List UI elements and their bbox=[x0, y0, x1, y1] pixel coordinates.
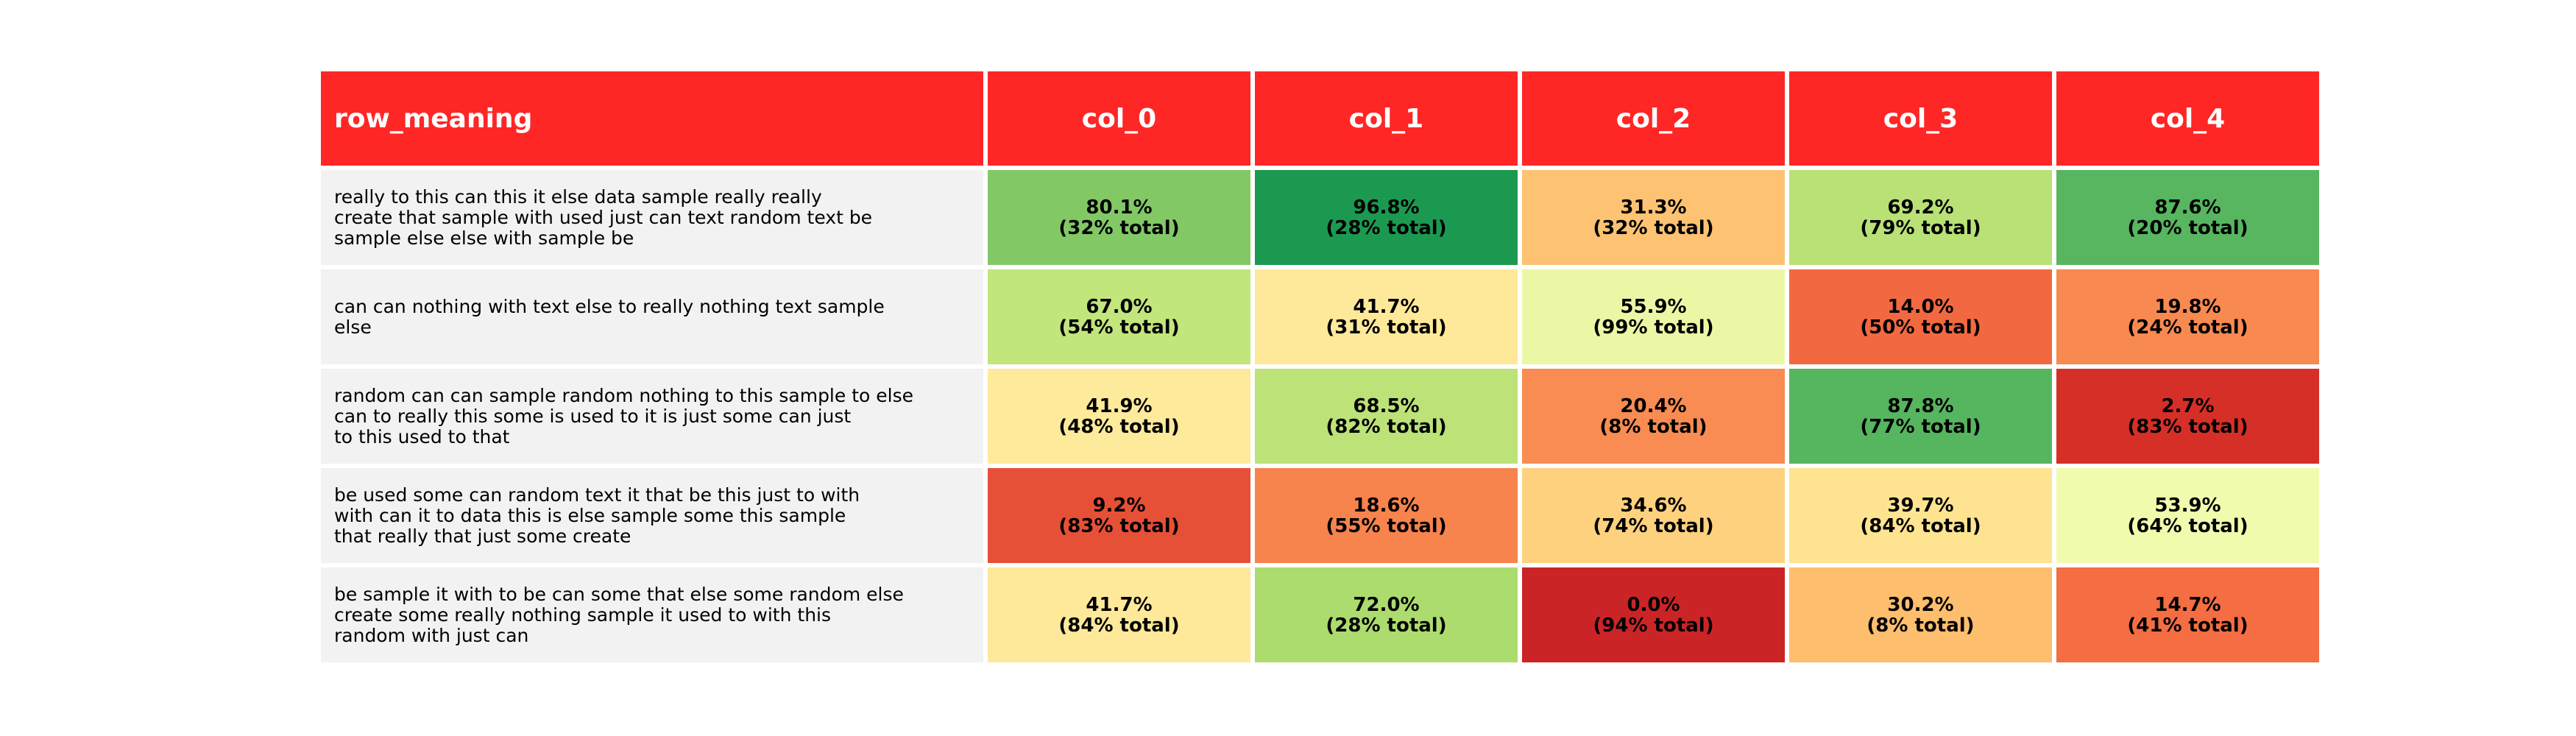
row-label: really to this can this it else data sam… bbox=[321, 170, 983, 265]
heatmap-cell: 30.2% (8% total) bbox=[1789, 567, 2052, 662]
cell-total: (20% total) bbox=[2127, 216, 2248, 239]
cell-percent: 41.9% bbox=[1086, 394, 1153, 417]
cell-total: (64% total) bbox=[2127, 514, 2248, 537]
table-row: be sample it with to be can some that el… bbox=[321, 567, 2319, 662]
cell-total: (32% total) bbox=[1593, 216, 1714, 239]
cell-percent: 67.0% bbox=[1086, 295, 1153, 318]
heatmap-cell: 9.2% (83% total) bbox=[988, 468, 1250, 563]
cell-percent: 0.0% bbox=[1627, 593, 1680, 616]
heatmap-cell: 20.4% (8% total) bbox=[1522, 369, 1785, 464]
cell-percent: 80.1% bbox=[1086, 196, 1153, 219]
cell-total: (8% total) bbox=[1599, 415, 1708, 438]
cell-total: (55% total) bbox=[1326, 514, 1447, 537]
cell-percent: 31.3% bbox=[1620, 196, 1687, 219]
header-col-2: col_2 bbox=[1522, 71, 1785, 166]
heatmap-table: row_meaning col_0 col_1 col_2 col_3 col_… bbox=[316, 67, 2324, 667]
heatmap-cell: 18.6% (55% total) bbox=[1255, 468, 1518, 563]
heatmap-cell: 55.9% (99% total) bbox=[1522, 269, 1785, 364]
heatmap-cell: 68.5% (82% total) bbox=[1255, 369, 1518, 464]
heatmap-cell: 96.8% (28% total) bbox=[1255, 170, 1518, 265]
cell-percent: 96.8% bbox=[1353, 196, 1420, 219]
cell-total: (84% total) bbox=[1058, 614, 1180, 637]
table-row: can can nothing with text else to really… bbox=[321, 269, 2319, 364]
cell-percent: 53.9% bbox=[2154, 494, 2221, 517]
heatmap-cell: 87.6% (20% total) bbox=[2056, 170, 2319, 265]
cell-total: (41% total) bbox=[2127, 614, 2248, 637]
cell-percent: 19.8% bbox=[2154, 295, 2221, 318]
cell-percent: 41.7% bbox=[1353, 295, 1420, 318]
cell-percent: 69.2% bbox=[1887, 196, 1954, 219]
heatmap-cell: 14.0% (50% total) bbox=[1789, 269, 2052, 364]
heatmap-cell: 39.7% (84% total) bbox=[1789, 468, 2052, 563]
cell-total: (94% total) bbox=[1593, 614, 1714, 637]
heatmap-cell: 34.6% (74% total) bbox=[1522, 468, 1785, 563]
table-body: really to this can this it else data sam… bbox=[321, 170, 2319, 662]
cell-total: (99% total) bbox=[1593, 316, 1714, 339]
cell-percent: 9.2% bbox=[1092, 494, 1146, 517]
header-col-0: col_0 bbox=[988, 71, 1250, 166]
heatmap-cell: 67.0% (54% total) bbox=[988, 269, 1250, 364]
cell-percent: 68.5% bbox=[1353, 394, 1420, 417]
cell-total: (74% total) bbox=[1593, 514, 1714, 537]
cell-total: (24% total) bbox=[2127, 316, 2248, 339]
cell-percent: 30.2% bbox=[1887, 593, 1954, 616]
heatmap-cell: 80.1% (32% total) bbox=[988, 170, 1250, 265]
cell-total: (8% total) bbox=[1866, 614, 1975, 637]
header-col-1: col_1 bbox=[1255, 71, 1518, 166]
cell-total: (83% total) bbox=[2127, 415, 2248, 438]
heatmap-cell: 41.9% (48% total) bbox=[988, 369, 1250, 464]
heatmap-cell: 41.7% (84% total) bbox=[988, 567, 1250, 662]
cell-percent: 41.7% bbox=[1086, 593, 1153, 616]
cell-percent: 2.7% bbox=[2161, 394, 2215, 417]
header-row-meaning: row_meaning bbox=[321, 71, 983, 166]
cell-total: (50% total) bbox=[1860, 316, 1981, 339]
heatmap-cell: 14.7% (41% total) bbox=[2056, 567, 2319, 662]
header-col-4: col_4 bbox=[2056, 71, 2319, 166]
row-label: can can nothing with text else to really… bbox=[321, 269, 983, 364]
table-row: really to this can this it else data sam… bbox=[321, 170, 2319, 265]
cell-total: (32% total) bbox=[1058, 216, 1180, 239]
cell-percent: 72.0% bbox=[1353, 593, 1420, 616]
cell-percent: 87.6% bbox=[2154, 196, 2221, 219]
cell-total: (83% total) bbox=[1058, 514, 1180, 537]
heatmap-cell: 72.0% (28% total) bbox=[1255, 567, 1518, 662]
heatmap-cell: 2.7% (83% total) bbox=[2056, 369, 2319, 464]
cell-percent: 14.7% bbox=[2154, 593, 2221, 616]
table-row: be used some can random text it that be … bbox=[321, 468, 2319, 563]
heatmap-cell: 53.9% (64% total) bbox=[2056, 468, 2319, 563]
cell-percent: 20.4% bbox=[1620, 394, 1687, 417]
heatmap-cell: 19.8% (24% total) bbox=[2056, 269, 2319, 364]
cell-total: (28% total) bbox=[1326, 614, 1447, 637]
cell-total: (79% total) bbox=[1860, 216, 1981, 239]
cell-total: (48% total) bbox=[1058, 415, 1180, 438]
heatmap-cell: 69.2% (79% total) bbox=[1789, 170, 2052, 265]
cell-total: (31% total) bbox=[1326, 316, 1447, 339]
cell-total: (82% total) bbox=[1326, 415, 1447, 438]
cell-percent: 39.7% bbox=[1887, 494, 1954, 517]
header-col-3: col_3 bbox=[1789, 71, 2052, 166]
cell-percent: 14.0% bbox=[1887, 295, 1954, 318]
cell-total: (77% total) bbox=[1860, 415, 1981, 438]
cell-total: (84% total) bbox=[1860, 514, 1981, 537]
row-label: be used some can random text it that be … bbox=[321, 468, 983, 563]
row-label: be sample it with to be can some that el… bbox=[321, 567, 983, 662]
header-row: row_meaning col_0 col_1 col_2 col_3 col_… bbox=[321, 71, 2319, 166]
heatmap-cell: 87.8% (77% total) bbox=[1789, 369, 2052, 464]
table-row: random can can sample random nothing to … bbox=[321, 369, 2319, 464]
cell-total: (54% total) bbox=[1058, 316, 1180, 339]
row-label: random can can sample random nothing to … bbox=[321, 369, 983, 464]
cell-total: (28% total) bbox=[1326, 216, 1447, 239]
heatmap-cell: 41.7% (31% total) bbox=[1255, 269, 1518, 364]
cell-percent: 34.6% bbox=[1620, 494, 1687, 517]
cell-percent: 55.9% bbox=[1620, 295, 1687, 318]
cell-percent: 18.6% bbox=[1353, 494, 1420, 517]
heatmap-cell: 31.3% (32% total) bbox=[1522, 170, 1785, 265]
heatmap-cell: 0.0% (94% total) bbox=[1522, 567, 1785, 662]
cell-percent: 87.8% bbox=[1887, 394, 1954, 417]
